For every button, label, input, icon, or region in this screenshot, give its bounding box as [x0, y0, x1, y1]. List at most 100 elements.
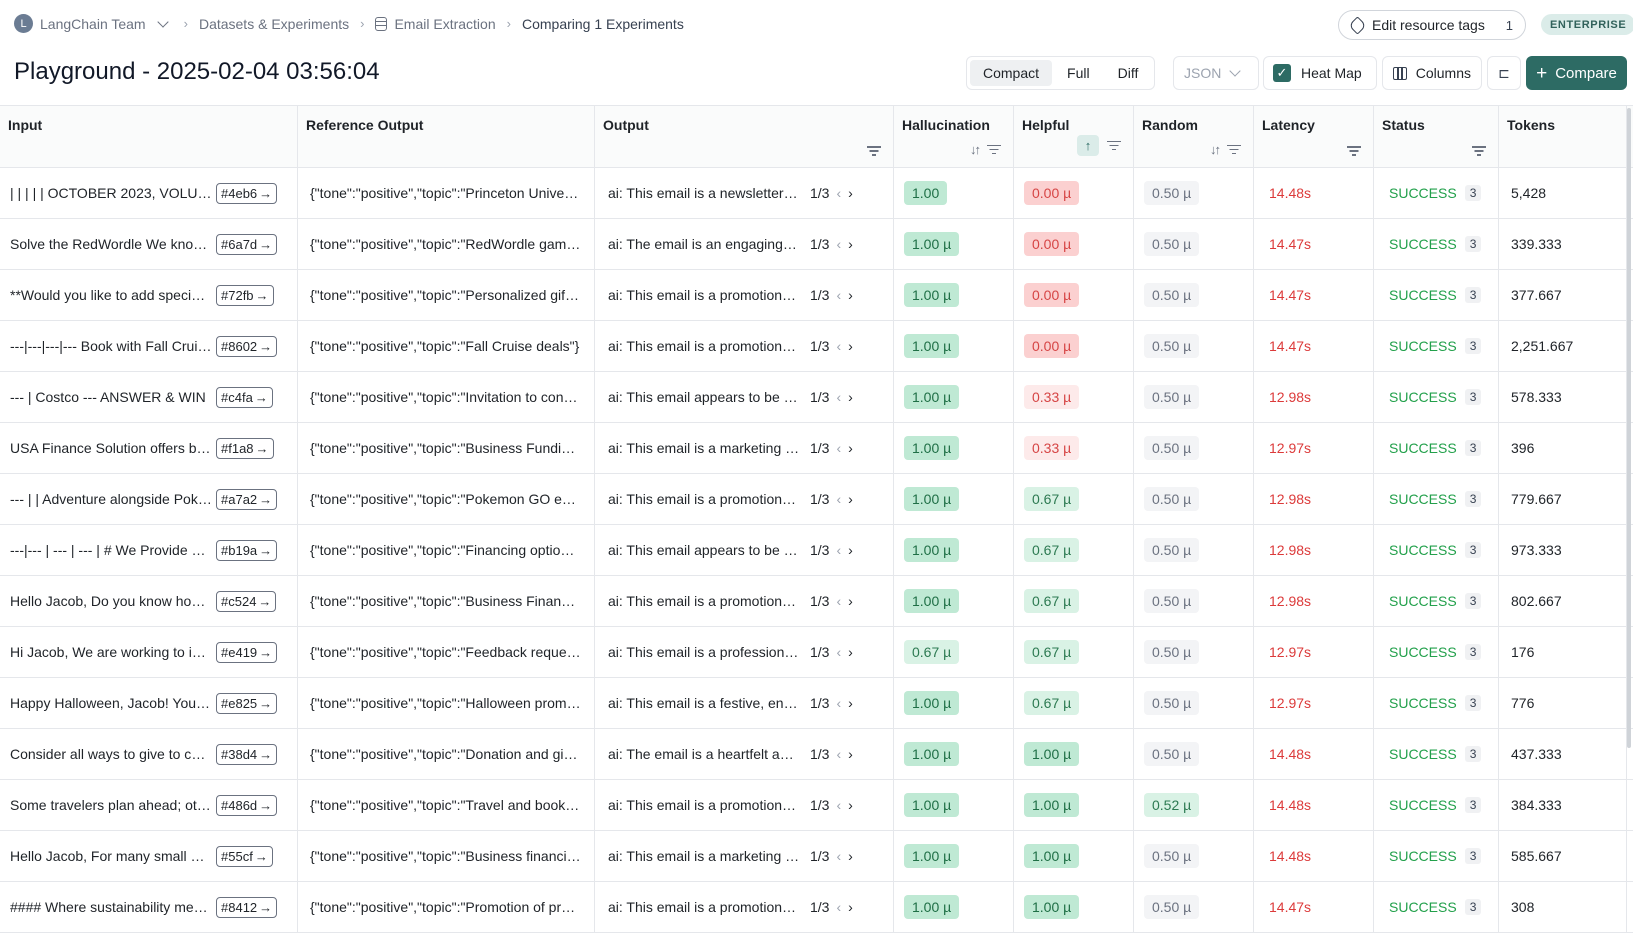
- format-select[interactable]: JSON: [1173, 56, 1259, 90]
- chevron-right-icon[interactable]: ›: [848, 542, 853, 558]
- example-id-link[interactable]: #4eb6 →: [216, 182, 278, 204]
- table-row[interactable]: Some travelers plan ahead; others don't#…: [0, 780, 1633, 831]
- breadcrumb-section[interactable]: Datasets & Experiments: [199, 16, 349, 32]
- hallucination-cell[interactable]: 1.00 µ: [894, 270, 1014, 320]
- table-row[interactable]: | | | | | OCTOBER 2023, VOLUME 17 ISSUE …: [0, 168, 1633, 219]
- sort-icon[interactable]: ↓↑: [970, 142, 981, 157]
- input-cell[interactable]: Hello Jacob, Do you know how to grow#c52…: [0, 576, 298, 626]
- output-cell[interactable]: ai: This email appears to be a contest 1/…: [595, 372, 894, 422]
- example-id-link[interactable]: #e419 →: [216, 641, 278, 663]
- col-random[interactable]: Random ↓↑: [1134, 106, 1254, 168]
- table-row[interactable]: **Would you like to add special touches#…: [0, 270, 1633, 321]
- helpful-cell[interactable]: 0.67 µ: [1014, 474, 1134, 524]
- table-row[interactable]: --- | Costco --- ANSWER & WIN #c4fa → {"ton…: [0, 372, 1633, 423]
- hallucination-cell[interactable]: 0.67 µ: [894, 627, 1014, 677]
- col-helpful[interactable]: Helpful ↑: [1014, 106, 1134, 168]
- chevron-right-icon[interactable]: ›: [848, 287, 853, 303]
- table-row[interactable]: ---|---|---|--- Book with Fall Cruise de…: [0, 321, 1633, 372]
- filter-icon[interactable]: [867, 146, 881, 156]
- table-row[interactable]: Happy Halloween, Jacob! Your treats awai…: [0, 678, 1633, 729]
- breadcrumb-dataset-label[interactable]: Email Extraction: [394, 15, 496, 32]
- col-input[interactable]: Input: [0, 106, 298, 168]
- helpful-cell[interactable]: 0.67 µ: [1014, 678, 1134, 728]
- helpful-cell[interactable]: 0.67 µ: [1014, 627, 1134, 677]
- reference-cell[interactable]: {"tone":"positive","topic":"Travel and b…: [298, 780, 595, 830]
- chevron-right-icon[interactable]: ›: [848, 899, 853, 915]
- chevron-left-icon[interactable]: ‹: [836, 389, 842, 405]
- output-cell[interactable]: ai: This email is a promotional offer 1/3…: [595, 321, 894, 371]
- chevron-down-icon[interactable]: [156, 15, 169, 28]
- output-cell[interactable]: ai: This email is a professional request…: [595, 627, 894, 677]
- chevron-right-icon[interactable]: ›: [848, 440, 853, 456]
- hallucination-cell[interactable]: 1.00 µ: [894, 729, 1014, 779]
- output-cell[interactable]: ai: This email is a newsletter from Prin…: [595, 168, 894, 218]
- filter-icon[interactable]: [1107, 141, 1121, 151]
- chevron-right-icon[interactable]: ›: [848, 185, 853, 201]
- reference-cell[interactable]: {"tone":"positive","topic":"Fall Cruise …: [298, 321, 595, 371]
- filter-icon[interactable]: [1347, 146, 1361, 156]
- compare-button[interactable]: + Compare: [1526, 56, 1627, 90]
- sort-icon[interactable]: ↓↑: [1210, 142, 1221, 157]
- reference-cell[interactable]: {"tone":"positive","topic":"Business fin…: [298, 831, 595, 881]
- chevron-left-icon[interactable]: ‹: [836, 338, 842, 354]
- example-id-link[interactable]: #c524 →: [216, 590, 277, 612]
- chevron-right-icon[interactable]: ›: [848, 593, 853, 609]
- hallucination-cell[interactable]: 1.00: [894, 168, 1014, 218]
- hallucination-cell[interactable]: 1.00 µ: [894, 831, 1014, 881]
- helpful-cell[interactable]: 0.00 µ: [1014, 270, 1134, 320]
- random-cell[interactable]: 0.50 µ: [1134, 882, 1254, 932]
- input-cell[interactable]: ---|---|---|--- Book with Fall Cruise de…: [0, 321, 298, 371]
- helpful-cell[interactable]: 0.67 µ: [1014, 576, 1134, 626]
- reference-cell[interactable]: {"tone":"positive","topic":"Princeton Un…: [298, 168, 595, 218]
- example-id-link[interactable]: #c4fa →: [216, 386, 273, 408]
- table-row[interactable]: Solve the RedWordle We know you love it#…: [0, 219, 1633, 270]
- heat-map-toggle[interactable]: ✓ Heat Map: [1263, 56, 1377, 90]
- col-latency[interactable]: Latency: [1254, 106, 1374, 168]
- col-status[interactable]: Status: [1374, 106, 1499, 168]
- col-tokens[interactable]: Tokens: [1499, 106, 1627, 168]
- helpful-cell[interactable]: 0.00 µ: [1014, 219, 1134, 269]
- chevron-left-icon[interactable]: ‹: [836, 287, 842, 303]
- chevron-left-icon[interactable]: ‹: [836, 440, 842, 456]
- chevron-right-icon[interactable]: ›: [848, 695, 853, 711]
- table-row[interactable]: USA Finance Solution offers business loa…: [0, 423, 1633, 474]
- hallucination-cell[interactable]: 1.00 µ: [894, 780, 1014, 830]
- reference-cell[interactable]: {"tone":"positive","topic":"Business Fun…: [298, 423, 595, 473]
- random-cell[interactable]: 0.50 µ: [1134, 372, 1254, 422]
- random-cell[interactable]: 0.50 µ: [1134, 168, 1254, 218]
- breadcrumb-workspace[interactable]: L LangChain Team: [14, 14, 173, 33]
- breadcrumb-dataset[interactable]: Email Extraction: [375, 15, 496, 32]
- example-id-link[interactable]: #8412 →: [216, 896, 278, 918]
- filter-icon[interactable]: [987, 145, 1001, 155]
- filter-icon[interactable]: [1472, 146, 1486, 156]
- random-cell[interactable]: 0.50 µ: [1134, 576, 1254, 626]
- table-row[interactable]: Hi Jacob, We are working to improve#e419…: [0, 627, 1633, 678]
- hallucination-cell[interactable]: 1.00 µ: [894, 576, 1014, 626]
- chevron-left-icon[interactable]: ‹: [836, 797, 842, 813]
- reference-cell[interactable]: {"tone":"positive","topic":"Pokemon GO e…: [298, 474, 595, 524]
- chevron-left-icon[interactable]: ‹: [836, 542, 842, 558]
- chevron-left-icon[interactable]: ‹: [836, 236, 842, 252]
- reference-cell[interactable]: {"tone":"positive","topic":"RedWordle ga…: [298, 219, 595, 269]
- output-cell[interactable]: ai: This email is a promotional message 1…: [595, 270, 894, 320]
- example-id-link[interactable]: #38d4 →: [216, 743, 278, 765]
- random-cell[interactable]: 0.50 µ: [1134, 678, 1254, 728]
- layout-tree-button[interactable]: ⊏: [1487, 56, 1521, 90]
- input-cell[interactable]: ---|--- | --- | --- | # We Provide Finan…: [0, 525, 298, 575]
- input-cell[interactable]: Solve the RedWordle We know you love it#…: [0, 219, 298, 269]
- chevron-left-icon[interactable]: ‹: [836, 185, 842, 201]
- reference-cell[interactable]: {"tone":"positive","topic":"Invitation t…: [298, 372, 595, 422]
- reference-cell[interactable]: {"tone":"positive","topic":"Financing op…: [298, 525, 595, 575]
- random-cell[interactable]: 0.52 µ: [1134, 780, 1254, 830]
- helpful-cell[interactable]: 1.00 µ: [1014, 831, 1134, 881]
- reference-cell[interactable]: {"tone":"positive","topic":"Business Fin…: [298, 576, 595, 626]
- output-cell[interactable]: ai: This email is a promotional travel 1/…: [595, 780, 894, 830]
- table-row[interactable]: Consider all ways to give to charity #38d…: [0, 729, 1633, 780]
- random-cell[interactable]: 0.50 µ: [1134, 831, 1254, 881]
- chevron-left-icon[interactable]: ‹: [836, 593, 842, 609]
- helpful-cell[interactable]: 0.67 µ: [1014, 525, 1134, 575]
- helpful-cell[interactable]: 0.33 µ: [1014, 372, 1134, 422]
- input-cell[interactable]: | | | | | OCTOBER 2023, VOLUME 17 ISSUE …: [0, 168, 298, 218]
- output-cell[interactable]: ai: This email is a marketing outreach 1/…: [595, 831, 894, 881]
- chevron-right-icon[interactable]: ›: [848, 848, 853, 864]
